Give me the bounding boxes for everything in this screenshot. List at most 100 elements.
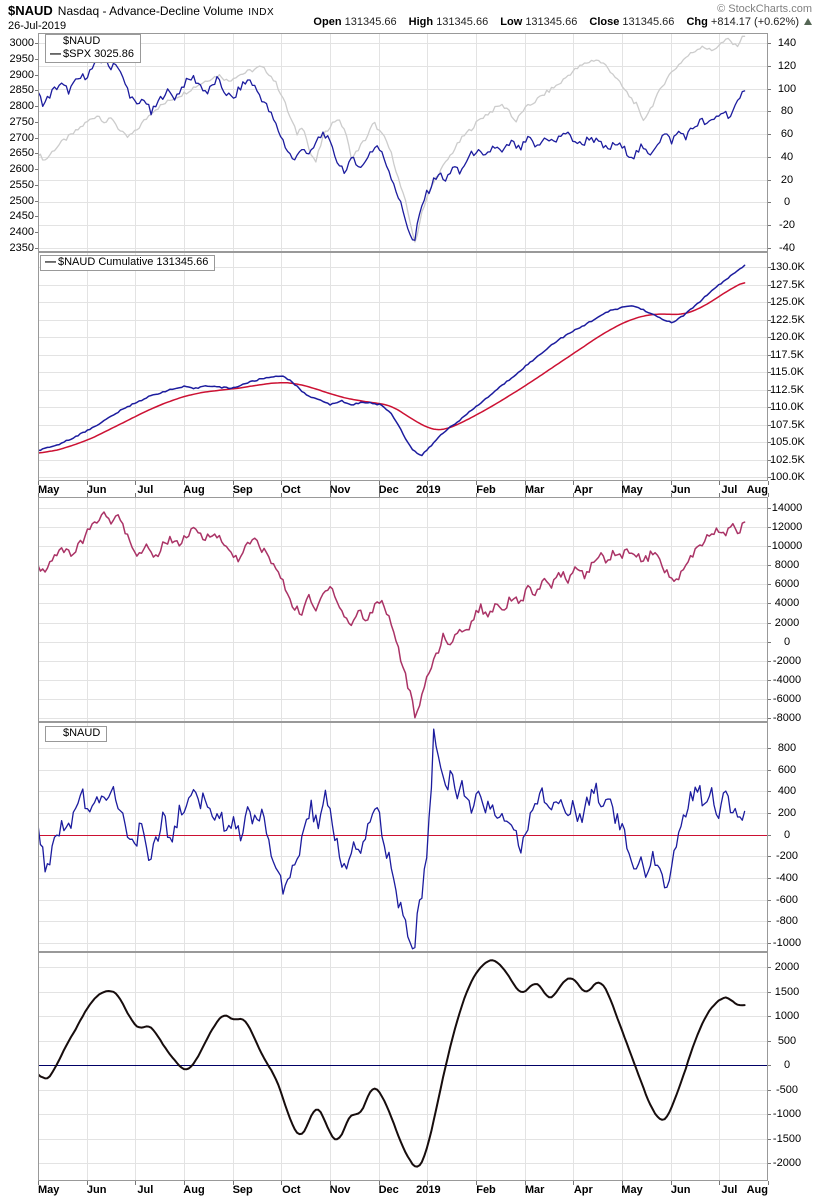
x-axis-label: Mar [524, 1184, 545, 1196]
month-tick [525, 493, 526, 497]
legend-label: $NAUD [63, 727, 101, 739]
left-axis-tick-label: 2650 [9, 147, 34, 160]
price-panel-legend: $NAUD — $SPX 3025.86 [45, 34, 141, 63]
month-tick [38, 481, 39, 485]
right-axis-tick [768, 302, 771, 303]
right-axis-tick [768, 813, 771, 814]
x-axis-label: Feb [476, 1184, 496, 1196]
month-tick [719, 481, 720, 485]
right-axis-tick [768, 66, 771, 67]
high-value: 131345.66 [436, 16, 489, 28]
right-axis-tick-label: -1500 [772, 1132, 802, 1145]
month-tick [379, 1181, 380, 1185]
x-axis-label: May [621, 484, 643, 496]
right-axis-tick-label: -2000 [772, 654, 802, 667]
month-tick [622, 493, 623, 497]
left-axis-tick [35, 248, 38, 249]
high-label: High [408, 16, 434, 28]
right-axis-tick [768, 623, 771, 624]
x-axis-label: Apr [573, 1184, 593, 1196]
right-axis-tick-label: 800 [777, 742, 797, 754]
ohlc-quote: Open 131345.66 High 131345.66 Low 131345… [304, 16, 812, 28]
chart-title: Nasdaq - Advance-Decline Volume [57, 4, 244, 18]
x-axis-label: Dec [378, 484, 399, 496]
right-axis-tick [768, 770, 771, 771]
right-axis-tick [768, 460, 771, 461]
left-axis-tick [35, 232, 38, 233]
left-axis-tick [35, 138, 38, 139]
month-tick [184, 1181, 185, 1185]
right-axis-tick [768, 180, 771, 181]
right-axis-tick-label: 400 [777, 785, 797, 798]
right-axis-tick [768, 355, 771, 356]
close-label: Close [589, 16, 620, 28]
right-axis-tick [768, 718, 771, 719]
daily-naud-panel [38, 722, 768, 952]
legend-row: — $NAUD Cumulative 131345.66 [45, 256, 208, 269]
right-axis-tick-label: 12000 [771, 521, 803, 534]
right-axis-tick-label: -1000 [772, 937, 802, 949]
right-axis-tick [768, 225, 771, 226]
right-axis-tick-label: 1500 [774, 985, 800, 998]
symbol: $NAUD [8, 3, 53, 18]
right-axis-tick-label: 0 [783, 828, 791, 841]
right-axis-tick-label: 115.0K [770, 366, 805, 378]
right-axis-tick [768, 791, 771, 792]
panel-border [38, 33, 768, 252]
month-tick [38, 493, 39, 497]
right-axis-tick-label: 0 [783, 196, 791, 209]
month-tick [671, 481, 672, 485]
right-axis-tick [768, 1139, 771, 1140]
right-axis-tick [768, 320, 771, 321]
gridlines [39, 253, 767, 480]
month-tick [233, 1181, 234, 1185]
right-axis-tick-label: 80 [780, 105, 794, 118]
right-axis-tick-label: 500 [777, 1034, 797, 1047]
right-axis-tick-label: 102.5K [770, 453, 805, 466]
right-axis-tick [768, 856, 771, 857]
right-axis-tick [768, 477, 771, 478]
smoothed-naud-panel [38, 952, 768, 1181]
chart-header-quote-row: 26-Jul-2019 Open 131345.66 High 131345.6… [8, 16, 812, 32]
right-axis-tick [768, 943, 771, 944]
stockcharts-credit: © StockCharts.com [717, 3, 812, 15]
right-axis-tick-label: 125.0K [770, 296, 805, 308]
right-axis-tick-label: 1000 [774, 1010, 800, 1022]
right-axis-tick-label: 0 [783, 1059, 791, 1071]
price-panel [38, 33, 768, 252]
ad-volume-panel [38, 497, 768, 722]
month-tick [330, 493, 331, 497]
left-axis-tick-label: 2750 [9, 115, 34, 128]
left-axis-tick [35, 201, 38, 202]
x-axis-label: Aug [183, 484, 205, 496]
right-axis-tick-label: -8000 [772, 712, 802, 724]
right-axis-tick [768, 992, 771, 993]
right-axis-tick-label: -200 [775, 850, 799, 863]
left-axis-tick-label: 2400 [9, 226, 34, 239]
x-axis-label: Sep [232, 1184, 253, 1196]
month-tick [233, 481, 234, 485]
right-axis-tick-label: 40 [780, 150, 794, 163]
legend-row: $NAUD [50, 727, 100, 740]
left-axis-tick-label: 3000 [9, 37, 34, 49]
right-axis-tick [768, 527, 771, 528]
right-axis-tick-label: -4000 [772, 673, 802, 686]
right-axis-tick [768, 111, 771, 112]
legend-dash: — [50, 48, 61, 60]
month-tick [87, 1181, 88, 1185]
month-tick [573, 493, 574, 497]
right-axis-tick [768, 425, 771, 426]
month-tick [330, 481, 331, 485]
right-axis-tick [768, 699, 771, 700]
month-tick [135, 1181, 136, 1185]
x-axis-label: Oct [282, 484, 301, 496]
right-axis-tick-label: 100.0K [770, 471, 805, 483]
right-axis-tick [768, 1016, 771, 1017]
open-value: 131345.66 [344, 16, 397, 28]
series-naud-daily [38, 728, 746, 950]
gridlines [39, 34, 767, 251]
month-tick [573, 1181, 574, 1185]
right-axis-tick [768, 584, 771, 585]
x-axis-label: Apr [573, 484, 593, 496]
right-axis-tick-label: 20 [780, 173, 794, 186]
